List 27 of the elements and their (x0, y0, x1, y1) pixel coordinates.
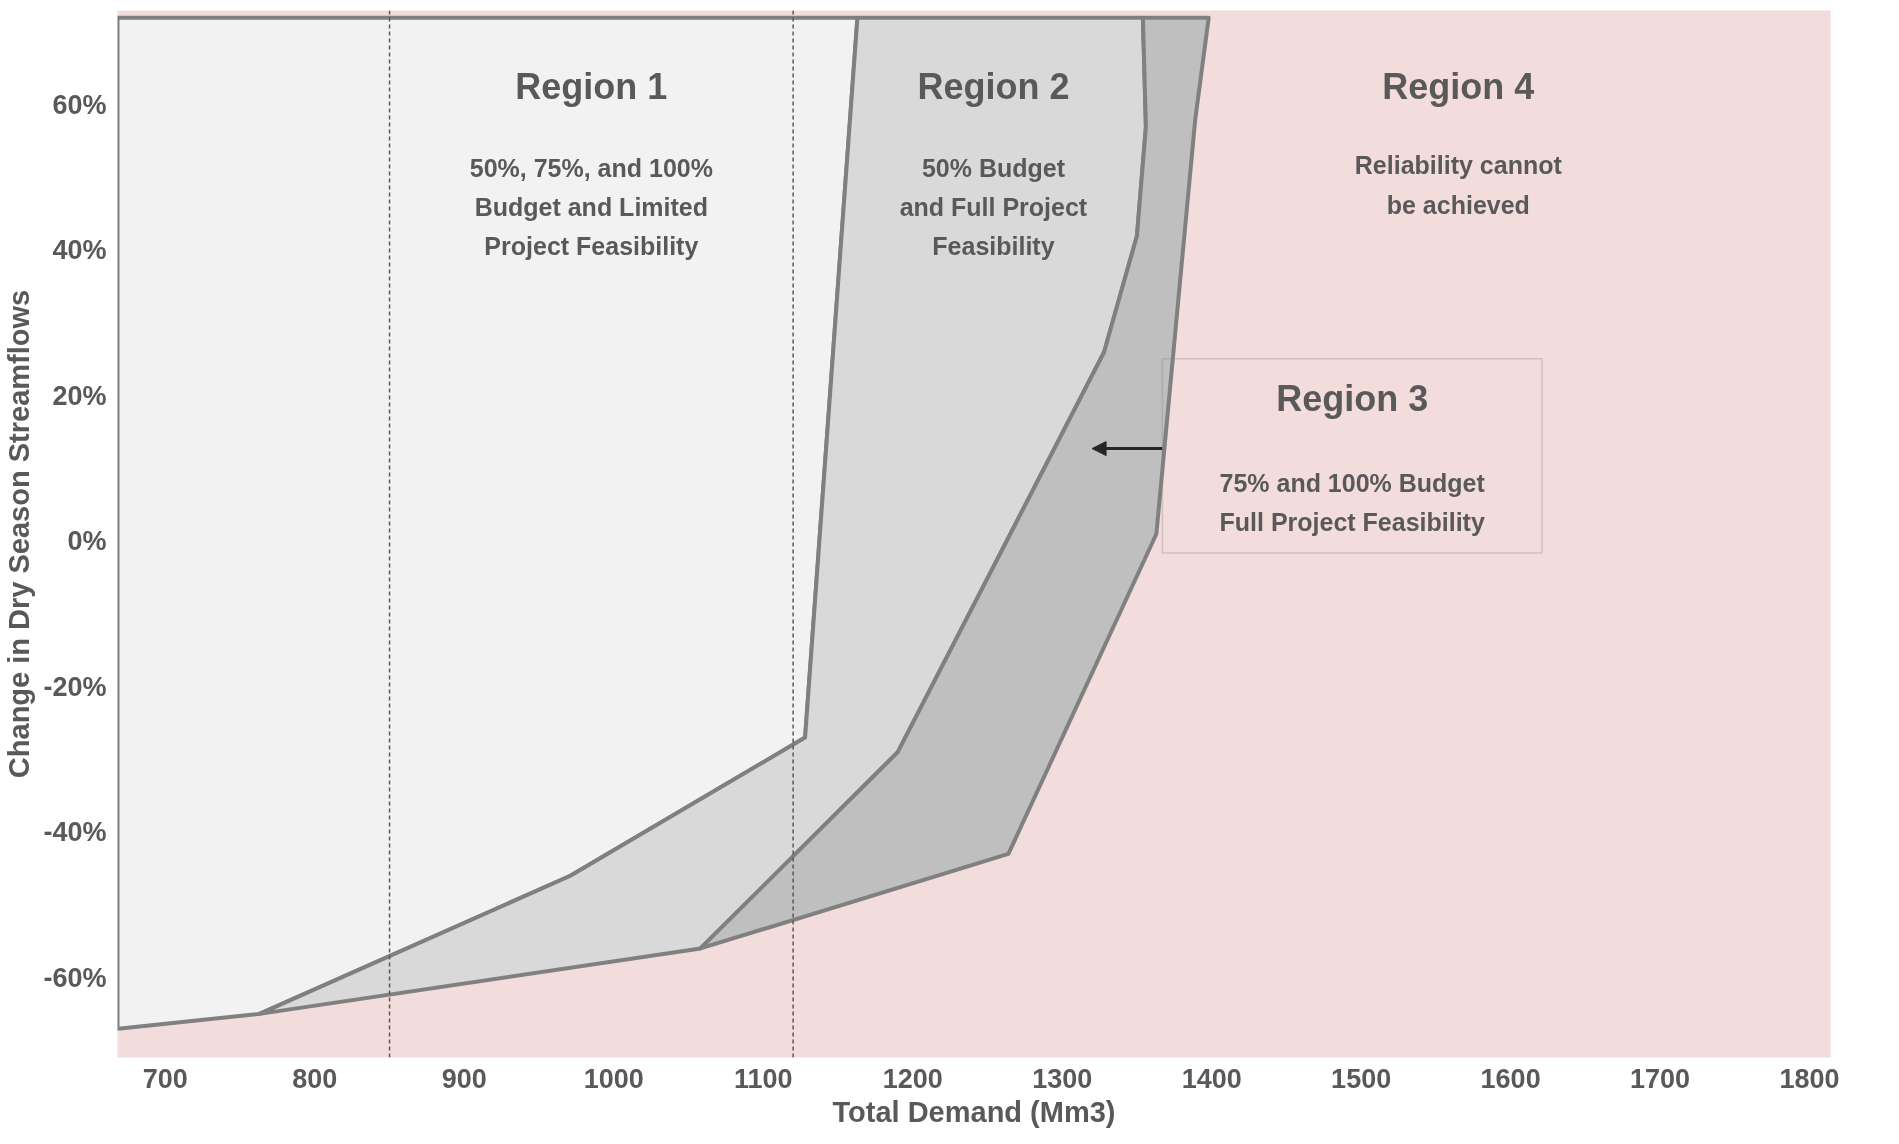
x-tick-label: 1800 (1779, 1063, 1840, 1094)
y-axis-title: Change in Dry Season Streamflows (3, 289, 36, 779)
x-tick-label: 1300 (1032, 1063, 1093, 1094)
x-tick-label: 1500 (1331, 1063, 1392, 1094)
annotation: Region 4 (1382, 66, 1535, 108)
annotation: 75% and 100% Budget Full Project Feasibility (1219, 469, 1486, 537)
x-tick-label: 800 (292, 1063, 338, 1094)
x-tick-label: 1000 (583, 1063, 644, 1094)
annotation: Region 2 (917, 66, 1070, 108)
x-tick-label: 1700 (1630, 1063, 1691, 1094)
annotation: 50% Budget and Full Project Feasibility (899, 153, 1088, 261)
x-tick-label: 700 (142, 1063, 188, 1094)
y-tick-label: 0% (67, 526, 107, 557)
x-tick-label: 1200 (882, 1063, 943, 1094)
annotation: Reliability cannot be achieved (1354, 151, 1563, 219)
annotation: Region 3 (1276, 377, 1429, 419)
y-tick-label: -20% (43, 671, 107, 702)
y-tick-label: 40% (52, 235, 107, 266)
x-tick-label: 1100 (733, 1063, 793, 1094)
y-tick-label: 20% (52, 380, 107, 411)
x-axis-title: Total Demand (Mm3) (832, 1095, 1116, 1128)
x-tick-label: 1600 (1480, 1063, 1541, 1094)
x-tick-label: 900 (441, 1063, 487, 1094)
y-tick-label: 60% (52, 90, 107, 121)
y-tick-label: -60% (43, 962, 107, 993)
x-tick-label: 1400 (1181, 1063, 1242, 1094)
y-tick-label: -40% (43, 817, 107, 848)
